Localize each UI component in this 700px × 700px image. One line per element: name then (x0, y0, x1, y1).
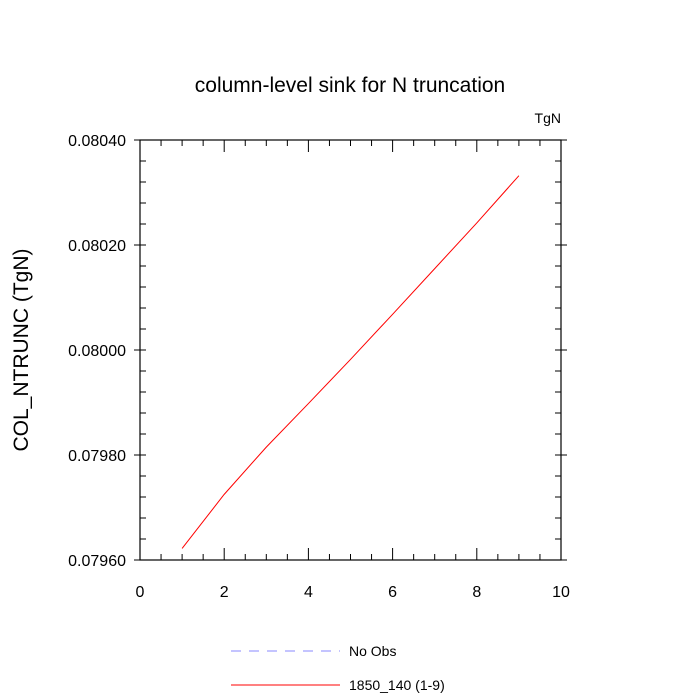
x-tick-label: 4 (304, 584, 313, 601)
y-tick-label: 0.08020 (68, 238, 126, 255)
chart-title: column-level sink for N truncation (195, 74, 505, 97)
x-tick-label: 6 (388, 584, 397, 601)
x-tick-label: 10 (552, 584, 570, 601)
legend: No Obs 1850_140 (1-9) (231, 643, 445, 693)
legend-label: 1850_140 (1-9) (349, 677, 445, 693)
y-tick-label: 0.07980 (68, 448, 126, 465)
series-line (181, 175, 520, 549)
x-tick-label: 0 (136, 584, 145, 601)
y-axis-ticks: 0.07960 0.07980 0.08000 0.08020 0.08040 (68, 133, 567, 570)
units-label: TgN (535, 110, 561, 126)
legend-label: No Obs (349, 643, 396, 659)
y-tick-label: 0.07960 (68, 553, 126, 570)
x-tick-label: 8 (472, 584, 481, 601)
series-layer (181, 175, 520, 549)
x-axis-ticks: 0 2 4 6 8 10 (136, 140, 570, 601)
y-axis-label: COL_NTRUNC (TgN) (10, 248, 33, 451)
y-tick-label: 0.08000 (68, 343, 126, 360)
x-tick-label: 2 (220, 584, 229, 601)
y-tick-label: 0.08040 (68, 133, 126, 150)
plot-frame (139, 139, 562, 561)
